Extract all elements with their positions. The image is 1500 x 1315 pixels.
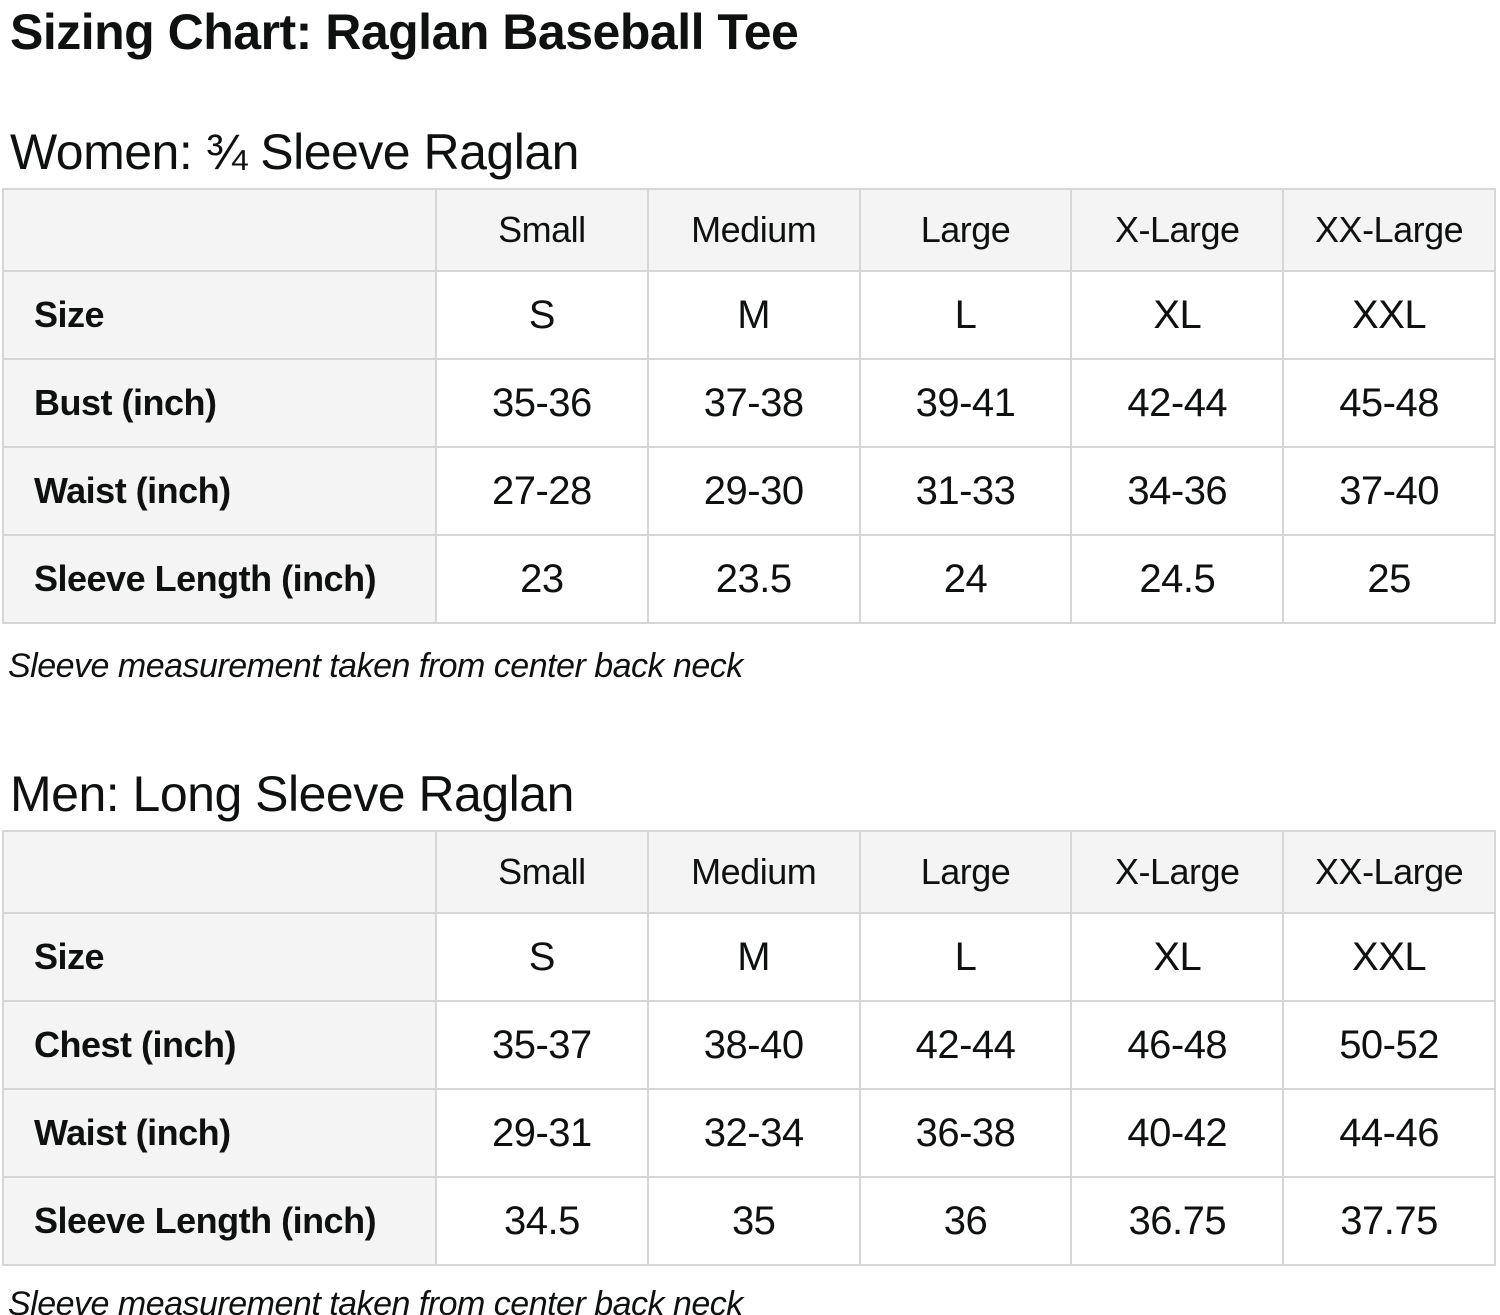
corner-header-cell bbox=[2, 188, 437, 272]
value-cell: 45-48 bbox=[1282, 358, 1496, 448]
value-cell: 35-36 bbox=[435, 358, 649, 448]
value-cell: 37.75 bbox=[1282, 1176, 1496, 1266]
column-header: Small bbox=[435, 830, 649, 914]
column-header: Large bbox=[858, 830, 1073, 914]
value-cell: M bbox=[646, 912, 861, 1002]
column-header: Large bbox=[858, 188, 1073, 272]
value-cell: 44-46 bbox=[1282, 1088, 1496, 1178]
value-cell: 40-42 bbox=[1070, 1088, 1285, 1178]
value-cell: XXL bbox=[1282, 912, 1496, 1002]
value-cell: 29-30 bbox=[646, 446, 861, 536]
row-label: Size bbox=[2, 270, 437, 360]
value-cell: L bbox=[858, 912, 1073, 1002]
value-cell: 42-44 bbox=[1070, 358, 1285, 448]
table-header-row: Small Medium Large X-Large XX-Large bbox=[2, 188, 1496, 272]
value-cell: 42-44 bbox=[858, 1000, 1073, 1090]
row-label: Sleeve Length (inch) bbox=[2, 1176, 437, 1266]
value-cell: 35-37 bbox=[435, 1000, 649, 1090]
row-label: Size bbox=[2, 912, 437, 1002]
table-row: Bust (inch) 35-36 37-38 39-41 42-44 45-48 bbox=[2, 358, 1496, 448]
page-title: Sizing Chart: Raglan Baseball Tee bbox=[10, 4, 799, 60]
section-heading-men: Men: Long Sleeve Raglan bbox=[10, 766, 574, 822]
row-label: Chest (inch) bbox=[2, 1000, 437, 1090]
value-cell: 27-28 bbox=[435, 446, 649, 536]
column-header: X-Large bbox=[1070, 830, 1285, 914]
value-cell: XL bbox=[1070, 912, 1285, 1002]
value-cell: 36-38 bbox=[858, 1088, 1073, 1178]
row-label: Bust (inch) bbox=[2, 358, 437, 448]
column-header: Small bbox=[435, 188, 649, 272]
value-cell: 35 bbox=[646, 1176, 861, 1266]
row-label: Sleeve Length (inch) bbox=[2, 534, 437, 624]
value-cell: 32-34 bbox=[646, 1088, 861, 1178]
men-size-table-body: Size S M L XL XXL Chest (inch) 35-37 38-40 42-44 4… bbox=[2, 912, 1496, 1266]
value-cell: 24 bbox=[858, 534, 1073, 624]
value-cell: S bbox=[435, 912, 649, 1002]
table-row: Size S M L XL XXL bbox=[2, 270, 1496, 360]
section-heading-women: Women: ¾ Sleeve Raglan bbox=[10, 124, 579, 180]
table-row: Size S M L XL XXL bbox=[2, 912, 1496, 1002]
table-row: Chest (inch) 35-37 38-40 42-44 46-48 50-52 bbox=[2, 1000, 1496, 1090]
men-size-table-header: Small Medium Large X-Large XX-Large bbox=[2, 830, 1496, 914]
men-size-table: Small Medium Large X-Large XX-Large Size S M L X… bbox=[2, 830, 1496, 1266]
women-size-table: Small Medium Large X-Large XX-Large Size S M L X… bbox=[2, 188, 1496, 624]
value-cell: 46-48 bbox=[1070, 1000, 1285, 1090]
women-table-note: Sleeve measurement taken from center bac… bbox=[8, 647, 743, 685]
value-cell: 34.5 bbox=[435, 1176, 649, 1266]
men-table-note: Sleeve measurement taken from center bac… bbox=[8, 1285, 743, 1315]
table-row: Sleeve Length (inch) 23 23.5 24 24.5 25 bbox=[2, 534, 1496, 624]
value-cell: 37-40 bbox=[1282, 446, 1496, 536]
table-header-row: Small Medium Large X-Large XX-Large bbox=[2, 830, 1496, 914]
column-header: Medium bbox=[646, 830, 861, 914]
value-cell: 24.5 bbox=[1070, 534, 1285, 624]
value-cell: 36 bbox=[858, 1176, 1073, 1266]
women-size-table-body: Size S M L XL XXL Bust (inch) 35-36 37-38 39-41 42… bbox=[2, 270, 1496, 624]
value-cell: 50-52 bbox=[1282, 1000, 1496, 1090]
column-header: XX-Large bbox=[1282, 830, 1496, 914]
value-cell: 31-33 bbox=[858, 446, 1073, 536]
value-cell: 29-31 bbox=[435, 1088, 649, 1178]
value-cell: XXL bbox=[1282, 270, 1496, 360]
value-cell: XL bbox=[1070, 270, 1285, 360]
value-cell: 25 bbox=[1282, 534, 1496, 624]
row-label: Waist (inch) bbox=[2, 1088, 437, 1178]
women-size-table-header: Small Medium Large X-Large XX-Large bbox=[2, 188, 1496, 272]
value-cell: 36.75 bbox=[1070, 1176, 1285, 1266]
value-cell: M bbox=[646, 270, 861, 360]
column-header: XX-Large bbox=[1282, 188, 1496, 272]
corner-header-cell bbox=[2, 830, 437, 914]
value-cell: 23.5 bbox=[646, 534, 861, 624]
table-row: Waist (inch) 27-28 29-30 31-33 34-36 37-40 bbox=[2, 446, 1496, 536]
value-cell: 39-41 bbox=[858, 358, 1073, 448]
value-cell: 23 bbox=[435, 534, 649, 624]
value-cell: 38-40 bbox=[646, 1000, 861, 1090]
column-header: X-Large bbox=[1070, 188, 1285, 272]
value-cell: 34-36 bbox=[1070, 446, 1285, 536]
column-header: Medium bbox=[646, 188, 861, 272]
value-cell: L bbox=[858, 270, 1073, 360]
table-row: Sleeve Length (inch) 34.5 35 36 36.75 37.75 bbox=[2, 1176, 1496, 1266]
table-row: Waist (inch) 29-31 32-34 36-38 40-42 44-46 bbox=[2, 1088, 1496, 1178]
value-cell: S bbox=[435, 270, 649, 360]
row-label: Waist (inch) bbox=[2, 446, 437, 536]
value-cell: 37-38 bbox=[646, 358, 861, 448]
